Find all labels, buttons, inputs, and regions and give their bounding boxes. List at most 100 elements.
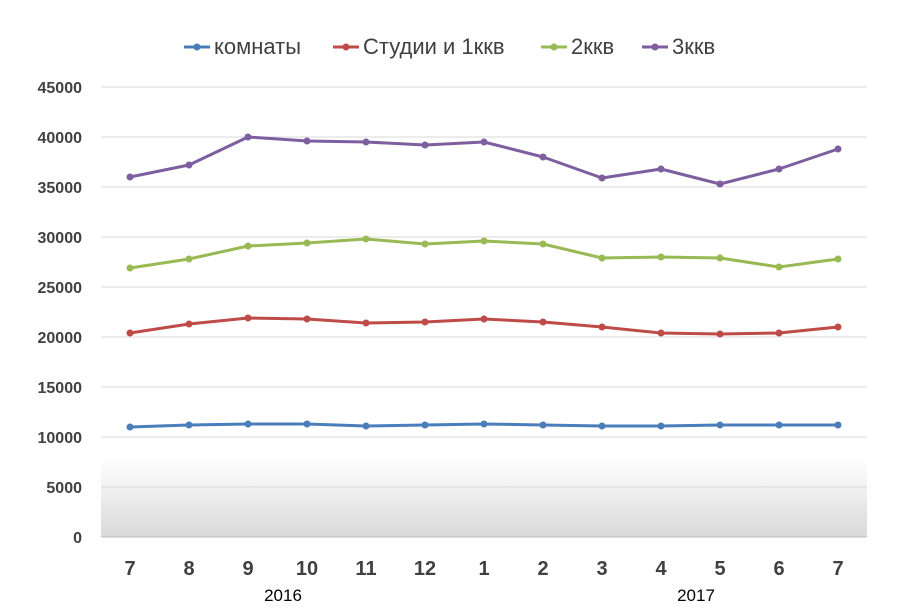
legend-label-3kkv: 3ккв bbox=[672, 34, 715, 59]
data-point bbox=[421, 240, 429, 248]
x-tick-label: 11 bbox=[355, 558, 376, 580]
series-lines bbox=[126, 133, 842, 431]
data-point bbox=[480, 315, 488, 323]
legend-label-2kkv: 2ккв bbox=[571, 34, 614, 59]
data-point bbox=[480, 420, 488, 428]
data-point bbox=[185, 421, 193, 429]
data-point bbox=[598, 254, 606, 262]
legend-marker-dot bbox=[651, 43, 659, 51]
data-point bbox=[834, 145, 842, 153]
x-tick-label: 7 bbox=[124, 558, 135, 580]
x-tick-label: 4 bbox=[655, 558, 667, 580]
data-point bbox=[421, 318, 429, 326]
legend-label-komnaty: комнаты bbox=[214, 34, 301, 59]
data-point bbox=[421, 141, 429, 149]
y-tick-label: 20000 bbox=[38, 330, 83, 347]
data-point bbox=[598, 422, 606, 430]
data-point bbox=[657, 165, 665, 173]
data-point bbox=[244, 314, 252, 322]
data-point bbox=[244, 133, 252, 141]
year-label-2016: 2016 bbox=[264, 586, 302, 605]
data-point bbox=[834, 323, 842, 331]
data-point bbox=[539, 153, 547, 161]
data-point bbox=[775, 263, 783, 271]
y-tick-label: 15000 bbox=[38, 380, 83, 397]
series-1 bbox=[126, 420, 842, 431]
y-axis: 0 5000 10000 15000 20000 25000 30000 35000 40000… bbox=[38, 80, 83, 547]
y-tick-label: 35000 bbox=[38, 180, 83, 197]
x-tick-label: 8 bbox=[183, 558, 194, 580]
data-point bbox=[421, 421, 429, 429]
year-label-2017: 2017 bbox=[677, 586, 715, 605]
x-tick-label: 10 bbox=[296, 558, 318, 580]
data-point bbox=[303, 239, 311, 247]
data-point bbox=[362, 235, 370, 243]
data-point bbox=[539, 421, 547, 429]
data-point bbox=[716, 330, 724, 338]
data-point bbox=[480, 237, 488, 245]
data-point bbox=[185, 320, 193, 328]
legend-item-2kkv: 2ккв bbox=[541, 34, 614, 59]
data-point bbox=[480, 138, 488, 146]
data-point bbox=[775, 421, 783, 429]
y-tick-label: 45000 bbox=[38, 80, 83, 97]
data-point bbox=[126, 423, 134, 431]
data-point bbox=[834, 255, 842, 263]
data-point bbox=[716, 254, 724, 262]
data-point bbox=[244, 242, 252, 250]
legend-label-studii-1kkv: Студии и 1ккв bbox=[363, 34, 505, 59]
data-point bbox=[362, 319, 370, 327]
data-point bbox=[598, 323, 606, 331]
data-point bbox=[185, 255, 193, 263]
data-point bbox=[539, 318, 547, 326]
y-tick-label: 40000 bbox=[38, 130, 83, 147]
y-tick-label: 5000 bbox=[46, 480, 82, 497]
y-tick-label: 10000 bbox=[38, 430, 83, 447]
data-point bbox=[539, 240, 547, 248]
data-point bbox=[657, 422, 665, 430]
legend-marker-dot bbox=[342, 43, 350, 51]
plot-floor-shade bbox=[101, 458, 867, 537]
legend-item-komnaty: комнаты bbox=[184, 34, 301, 59]
x-tick-label: 3 bbox=[596, 558, 607, 580]
data-point bbox=[775, 329, 783, 337]
data-point bbox=[362, 138, 370, 146]
data-point bbox=[716, 421, 724, 429]
series-3 bbox=[126, 235, 842, 272]
x-tick-label: 1 bbox=[478, 558, 489, 580]
gridlines bbox=[101, 86, 867, 538]
data-point bbox=[303, 315, 311, 323]
legend-marker-dot bbox=[550, 43, 558, 51]
x-tick-label: 2 bbox=[537, 558, 548, 580]
y-tick-label: 0 bbox=[73, 530, 82, 547]
series-4 bbox=[126, 133, 842, 188]
data-point bbox=[362, 422, 370, 430]
x-axis: 7 8 9 10 11 12 1 2 3 4 5 6 7 bbox=[124, 558, 843, 580]
data-point bbox=[716, 180, 724, 188]
series-2 bbox=[126, 314, 842, 338]
y-tick-label: 30000 bbox=[38, 230, 83, 247]
x-tick-label: 12 bbox=[414, 558, 436, 580]
data-point bbox=[657, 329, 665, 337]
x-tick-label: 9 bbox=[242, 558, 253, 580]
data-point bbox=[598, 174, 606, 182]
data-point bbox=[657, 253, 665, 261]
data-point bbox=[126, 329, 134, 337]
x-tick-label: 7 bbox=[832, 558, 843, 580]
data-point bbox=[303, 420, 311, 428]
data-point bbox=[775, 165, 783, 173]
legend-item-studii-1kkv: Студии и 1ккв bbox=[333, 34, 505, 59]
legend-marker-dot bbox=[193, 43, 201, 51]
data-point bbox=[834, 421, 842, 429]
y-tick-label: 25000 bbox=[38, 280, 83, 297]
legend-item-3kkv: 3ккв bbox=[642, 34, 715, 59]
x-tick-label: 6 bbox=[773, 558, 784, 580]
x-tick-label: 5 bbox=[714, 558, 725, 580]
data-point bbox=[185, 161, 193, 169]
data-point bbox=[126, 264, 134, 272]
legend: комнаты Студии и 1ккв 2ккв 3ккв bbox=[184, 34, 715, 59]
data-point bbox=[126, 173, 134, 181]
data-point bbox=[303, 137, 311, 145]
data-point bbox=[244, 420, 252, 428]
